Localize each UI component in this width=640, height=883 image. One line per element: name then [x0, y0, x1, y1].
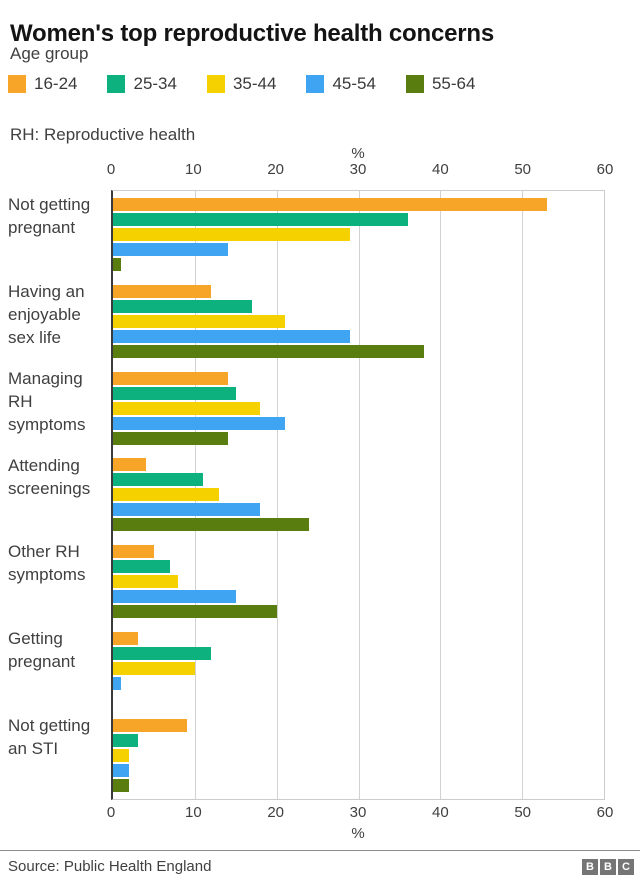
legend-item-45-54: 45-54: [306, 74, 376, 94]
bbc-logo-block: C: [618, 858, 634, 875]
bar-55-64: [113, 257, 122, 271]
bar-16-24: [113, 284, 212, 298]
gridline: [358, 191, 360, 799]
legend-swatch-icon: [306, 75, 325, 93]
bar-group: [113, 452, 604, 539]
page-title: Women's top reproductive health concerns: [10, 20, 495, 48]
bar-16-24: [113, 632, 138, 646]
legend-item-35-44: 35-44: [206, 74, 277, 94]
axis-tick-label: 30: [349, 161, 367, 178]
bar-16-24: [113, 545, 154, 559]
bar-35-44: [113, 227, 351, 241]
category-label: Getting pregnant: [8, 629, 76, 672]
axis-tick-label: 60: [596, 161, 614, 178]
plot-area: [111, 190, 605, 800]
legend-swatch-icon: [405, 75, 424, 93]
bar-35-44: [113, 401, 261, 415]
axis-tick-label: 0: [106, 804, 116, 821]
bar-25-34: [113, 560, 171, 574]
category-label: Other RH symptoms: [8, 542, 86, 585]
gridline: [276, 191, 278, 799]
axis-tick-label: 20: [267, 161, 284, 178]
legend: 16-24 25-34 35-44 45-54 55-64: [8, 74, 475, 94]
bbc-logo-block: B: [600, 858, 616, 875]
category-labels: Not getting pregnant Having an enjoyable …: [8, 190, 108, 800]
legend-label: 55-64: [431, 74, 476, 93]
bar-55-64: [113, 518, 310, 532]
axis-top: % 0 10 20 30 40 50 60: [107, 145, 614, 181]
bar-45-54: [113, 590, 236, 604]
bar-25-34: [113, 212, 408, 226]
legend-title: Age group: [10, 44, 89, 63]
bar-25-34: [113, 473, 204, 487]
bar-group: [113, 625, 604, 712]
axis-tick-label: 60: [596, 804, 614, 821]
bar-55-64: [113, 344, 424, 358]
axis-tick-label: 40: [431, 161, 449, 178]
bar-25-34: [113, 299, 253, 313]
source-text: Source: Public Health England: [8, 858, 212, 875]
gridline: [440, 191, 442, 799]
bar-25-34: [113, 734, 138, 748]
bar-16-24: [113, 197, 547, 211]
axis-tick-label: 50: [514, 804, 531, 821]
category-label: Having an enjoyable sex life: [8, 281, 85, 347]
axis-bottom: % 0 10 20 30 40 50 60: [107, 804, 614, 846]
bar-group: [113, 712, 604, 799]
legend-label: 16-24: [34, 74, 78, 93]
axis-tick-label: 0: [106, 161, 116, 178]
axis-unit-label-top: %: [351, 145, 365, 162]
legend-swatch-icon: [8, 75, 26, 93]
legend-swatch-icon: [206, 75, 225, 93]
bar-16-24: [113, 371, 228, 385]
bar-55-64: [113, 779, 130, 793]
axis-tick-label: 30: [349, 804, 367, 821]
legend-label: 35-44: [232, 74, 277, 93]
bar-55-64: [113, 431, 228, 445]
bar-45-54: [113, 503, 261, 517]
legend-label: 25-34: [133, 74, 177, 93]
bar-25-34: [113, 386, 236, 400]
legend-label: 45-54: [332, 74, 376, 93]
legend-item-25-34: 25-34: [107, 74, 177, 94]
bar-16-24: [113, 719, 187, 733]
axis-tick-label: 50: [514, 161, 531, 178]
category-label: Not getting pregnant: [8, 195, 91, 237]
bar-45-54: [113, 329, 351, 343]
bar-35-44: [113, 488, 220, 502]
chart-note: RH: Reproductive health: [10, 125, 196, 144]
bar-35-44: [113, 314, 285, 328]
bar-45-54: [113, 242, 228, 256]
bar-35-44: [113, 575, 179, 589]
legend-item-16-24: 16-24: [8, 74, 77, 94]
bar-45-54: [113, 416, 285, 430]
category-label: Attending screenings: [8, 455, 91, 498]
bar-35-44: [113, 662, 195, 676]
bar-45-54: [113, 677, 122, 691]
bar-25-34: [113, 647, 212, 661]
category-label: Not getting an STI: [8, 716, 91, 759]
bar-55-64: [113, 605, 277, 619]
bar-group: [113, 365, 604, 452]
category-label: Managing RH symptoms: [8, 368, 86, 434]
bar-group: [113, 278, 604, 365]
bar-group: [113, 191, 604, 278]
axis-tick-label: 40: [431, 804, 449, 821]
bar-group: [113, 538, 604, 625]
gridline: [522, 191, 524, 799]
axis-unit-label-bottom: %: [351, 825, 365, 842]
bar-35-44: [113, 749, 130, 763]
legend-item-55-64: 55-64: [405, 74, 476, 94]
legend-swatch-icon: [107, 75, 126, 93]
axis-tick-label: 20: [267, 804, 284, 821]
bbc-logo-block: B: [582, 858, 598, 875]
bar-16-24: [113, 458, 146, 472]
axis-tick-label: 10: [184, 804, 202, 821]
bar-45-54: [113, 764, 130, 778]
axis-tick-label: 10: [184, 161, 202, 178]
